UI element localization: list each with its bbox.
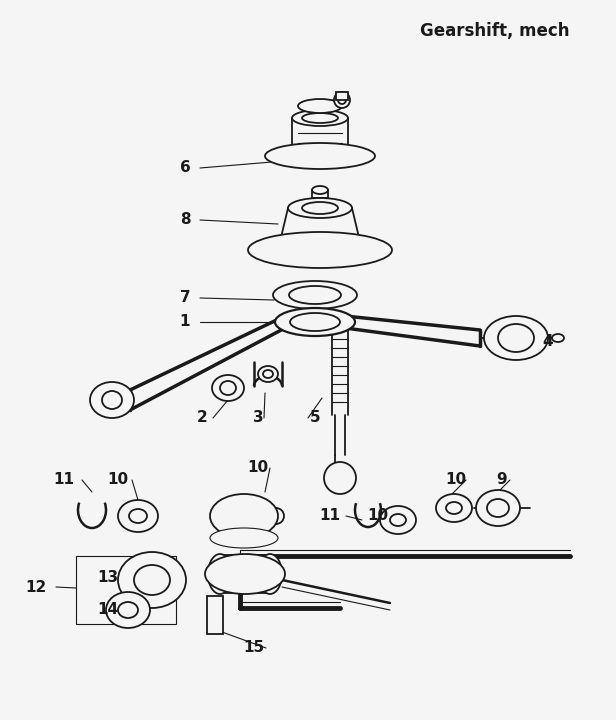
Ellipse shape bbox=[273, 281, 357, 309]
Ellipse shape bbox=[498, 324, 534, 352]
Text: 12: 12 bbox=[25, 580, 47, 595]
Bar bbox=[336, 92, 348, 100]
Text: 5: 5 bbox=[310, 410, 320, 426]
Text: 1: 1 bbox=[180, 315, 190, 330]
Text: 10: 10 bbox=[445, 472, 466, 487]
Text: 7: 7 bbox=[180, 290, 190, 305]
Ellipse shape bbox=[90, 382, 134, 418]
Text: 2: 2 bbox=[197, 410, 208, 426]
Circle shape bbox=[334, 92, 350, 108]
Ellipse shape bbox=[129, 509, 147, 523]
Ellipse shape bbox=[118, 602, 138, 618]
Ellipse shape bbox=[268, 508, 284, 524]
Ellipse shape bbox=[263, 370, 273, 378]
Ellipse shape bbox=[102, 391, 122, 409]
Text: 13: 13 bbox=[97, 570, 118, 585]
Ellipse shape bbox=[298, 99, 342, 113]
Text: 11: 11 bbox=[320, 508, 341, 523]
Text: 4: 4 bbox=[543, 335, 553, 349]
Ellipse shape bbox=[210, 494, 278, 538]
Ellipse shape bbox=[476, 490, 520, 526]
Text: 15: 15 bbox=[243, 641, 264, 655]
Text: 3: 3 bbox=[253, 410, 263, 426]
Ellipse shape bbox=[312, 186, 328, 194]
Ellipse shape bbox=[380, 506, 416, 534]
Ellipse shape bbox=[290, 313, 340, 331]
Ellipse shape bbox=[205, 554, 285, 594]
Ellipse shape bbox=[212, 375, 244, 401]
Text: 14: 14 bbox=[97, 603, 118, 618]
Text: 10: 10 bbox=[107, 472, 129, 487]
Text: 8: 8 bbox=[180, 212, 190, 228]
Ellipse shape bbox=[484, 316, 548, 360]
Ellipse shape bbox=[487, 499, 509, 517]
Text: 11: 11 bbox=[54, 472, 75, 487]
Ellipse shape bbox=[106, 592, 150, 628]
Ellipse shape bbox=[446, 502, 462, 514]
Ellipse shape bbox=[134, 565, 170, 595]
Ellipse shape bbox=[390, 514, 406, 526]
Ellipse shape bbox=[210, 528, 278, 548]
Ellipse shape bbox=[248, 232, 392, 268]
Circle shape bbox=[338, 96, 346, 104]
Ellipse shape bbox=[258, 366, 278, 382]
Ellipse shape bbox=[118, 500, 158, 532]
Ellipse shape bbox=[275, 308, 355, 336]
Ellipse shape bbox=[302, 113, 338, 123]
Ellipse shape bbox=[288, 198, 352, 218]
Text: Gearshift, mech: Gearshift, mech bbox=[420, 22, 570, 40]
Ellipse shape bbox=[552, 334, 564, 342]
Ellipse shape bbox=[302, 202, 338, 214]
Ellipse shape bbox=[265, 143, 375, 169]
Ellipse shape bbox=[220, 381, 236, 395]
Text: 10: 10 bbox=[367, 508, 389, 523]
Bar bbox=[76, 556, 176, 624]
Ellipse shape bbox=[208, 554, 232, 594]
Circle shape bbox=[324, 462, 356, 494]
Text: 9: 9 bbox=[496, 472, 508, 487]
Ellipse shape bbox=[436, 494, 472, 522]
Ellipse shape bbox=[292, 110, 348, 126]
Ellipse shape bbox=[289, 286, 341, 304]
Text: 10: 10 bbox=[248, 461, 269, 475]
Ellipse shape bbox=[118, 552, 186, 608]
Ellipse shape bbox=[220, 498, 276, 534]
Ellipse shape bbox=[258, 554, 282, 594]
Bar bbox=[207, 596, 223, 634]
Text: 6: 6 bbox=[180, 161, 190, 176]
